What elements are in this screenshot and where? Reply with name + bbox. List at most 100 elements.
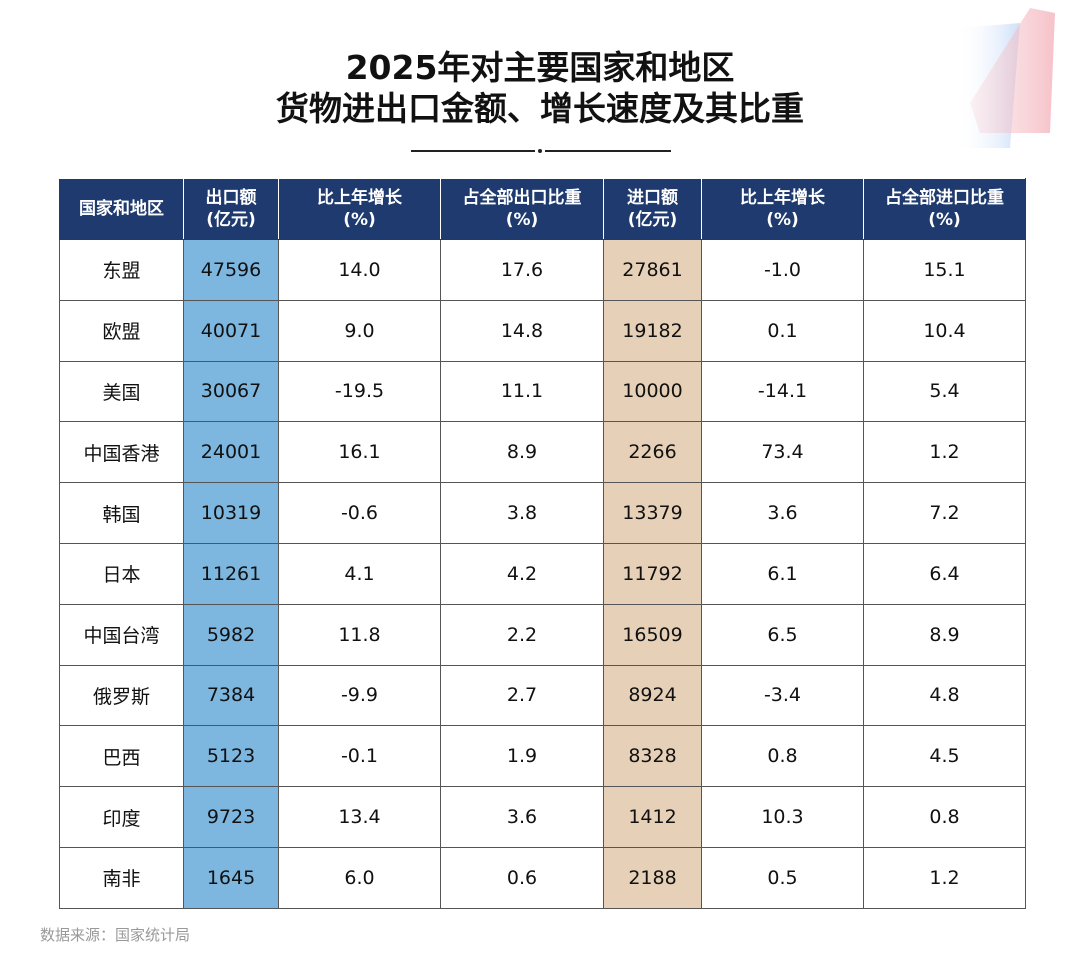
trade-table: 国家和地区 出口额 (亿元) 比上年增长 (%) 占全部出口比重 (%) 进口额 (亿元) 比上年… bbox=[59, 178, 1026, 909]
cell-import-growth: 6.1 bbox=[701, 542, 864, 605]
cell-import-share: 6.4 bbox=[863, 542, 1026, 605]
cell-export-share: 11.1 bbox=[440, 360, 604, 423]
header-label: (亿元) bbox=[206, 210, 256, 230]
cell-export-amount: 40071 bbox=[183, 299, 279, 362]
cell-export-growth: 11.8 bbox=[278, 603, 441, 666]
table-row: 日本 11261 4.1 4.2 11792 6.1 6.4 bbox=[59, 542, 1026, 605]
header-label: (%) bbox=[505, 210, 539, 230]
header-import-share: 占全部进口比重 (%) bbox=[863, 178, 1026, 240]
cell-import-growth: 6.5 bbox=[701, 603, 864, 666]
cell-export-share: 4.2 bbox=[440, 542, 604, 605]
header-label: 占全部出口比重 bbox=[462, 188, 582, 208]
cell-export-amount: 7384 bbox=[183, 664, 279, 727]
cell-import-share: 8.9 bbox=[863, 603, 1026, 666]
header-label: 比上年增长 bbox=[317, 188, 402, 208]
cell-export-growth: -0.6 bbox=[278, 482, 441, 544]
cell-export-share: 3.8 bbox=[440, 482, 604, 544]
header-label: (亿元) bbox=[627, 210, 678, 230]
data-source-note: 数据来源：国家统计局 bbox=[40, 926, 191, 944]
cell-import-growth: -14.1 bbox=[701, 360, 864, 423]
cell-region: 巴西 bbox=[59, 725, 184, 788]
cell-region: 日本 bbox=[59, 542, 184, 605]
cell-export-amount: 30067 bbox=[183, 360, 279, 423]
header-label: 占全部进口比重 bbox=[885, 188, 1004, 208]
cell-import-amount: 11792 bbox=[603, 542, 702, 605]
cell-import-amount: 19182 bbox=[603, 299, 702, 362]
cell-export-share: 2.7 bbox=[440, 664, 604, 727]
table-header-row: 国家和地区 出口额 (亿元) 比上年增长 (%) 占全部出口比重 (%) 进口额 (亿元) 比上年… bbox=[59, 178, 1026, 240]
table-row: 美国 30067 -19.5 11.1 10000 -14.1 5.4 bbox=[59, 360, 1026, 423]
cell-import-growth: 0.1 bbox=[701, 299, 864, 362]
cell-export-share: 3.6 bbox=[440, 786, 604, 848]
cell-import-growth: 0.5 bbox=[701, 846, 864, 909]
header-label: 比上年增长 bbox=[740, 188, 825, 208]
title-divider bbox=[411, 149, 671, 153]
cell-import-amount: 8328 bbox=[603, 725, 702, 788]
cell-export-amount: 5982 bbox=[183, 603, 279, 666]
cell-export-growth: 13.4 bbox=[278, 786, 441, 848]
cell-region: 欧盟 bbox=[59, 299, 184, 362]
cell-region: 中国台湾 bbox=[59, 603, 184, 666]
cell-region: 俄罗斯 bbox=[59, 664, 184, 727]
cell-import-growth: 0.8 bbox=[701, 725, 864, 788]
cell-import-share: 1.2 bbox=[863, 421, 1026, 484]
cell-import-share: 4.8 bbox=[863, 664, 1026, 727]
cell-import-amount: 2188 bbox=[603, 846, 702, 909]
header-region: 国家和地区 bbox=[59, 178, 184, 240]
decorative-ribbon-graphic bbox=[955, 8, 1055, 148]
cell-export-share: 0.6 bbox=[440, 846, 604, 909]
cell-export-growth: 4.1 bbox=[278, 542, 441, 605]
cell-import-share: 0.8 bbox=[863, 786, 1026, 848]
cell-region: 南非 bbox=[59, 846, 184, 909]
cell-region: 印度 bbox=[59, 786, 184, 848]
table-row: 韩国 10319 -0.6 3.8 13379 3.6 7.2 bbox=[59, 482, 1026, 544]
cell-export-share: 2.2 bbox=[440, 603, 604, 666]
cell-import-amount: 16509 bbox=[603, 603, 702, 666]
title-line-2: 货物进出口金额、增长速度及其比重 bbox=[276, 89, 804, 128]
header-import-growth: 比上年增长 (%) bbox=[701, 178, 864, 240]
table-row: 中国香港 24001 16.1 8.9 2266 73.4 1.2 bbox=[59, 421, 1026, 484]
cell-import-amount: 13379 bbox=[603, 482, 702, 544]
cell-export-growth: -9.9 bbox=[278, 664, 441, 727]
cell-import-growth: -3.4 bbox=[701, 664, 864, 727]
cell-export-growth: 16.1 bbox=[278, 421, 441, 484]
cell-export-amount: 11261 bbox=[183, 542, 279, 605]
title-line-1: 2025年对主要国家和地区 bbox=[345, 48, 735, 87]
cell-import-amount: 8924 bbox=[603, 664, 702, 727]
cell-export-growth: -0.1 bbox=[278, 725, 441, 788]
cell-export-growth: 14.0 bbox=[278, 239, 441, 301]
table-row: 巴西 5123 -0.1 1.9 8328 0.8 4.5 bbox=[59, 725, 1026, 788]
cell-export-amount: 47596 bbox=[183, 239, 279, 301]
cell-export-amount: 5123 bbox=[183, 725, 279, 788]
cell-region: 美国 bbox=[59, 360, 184, 423]
header-export-growth: 比上年增长 (%) bbox=[278, 178, 441, 240]
cell-region: 中国香港 bbox=[59, 421, 184, 484]
cell-import-growth: 10.3 bbox=[701, 786, 864, 848]
table-row: 南非 1645 6.0 0.6 2188 0.5 1.2 bbox=[59, 846, 1026, 909]
cell-region: 韩国 bbox=[59, 482, 184, 544]
table-row: 欧盟 40071 9.0 14.8 19182 0.1 10.4 bbox=[59, 299, 1026, 362]
cell-export-share: 14.8 bbox=[440, 299, 604, 362]
cell-import-amount: 2266 bbox=[603, 421, 702, 484]
table-row: 东盟 47596 14.0 17.6 27861 -1.0 15.1 bbox=[59, 239, 1026, 301]
cell-import-amount: 27861 bbox=[603, 239, 702, 301]
cell-export-amount: 9723 bbox=[183, 786, 279, 848]
cell-region: 东盟 bbox=[59, 239, 184, 301]
cell-export-growth: 9.0 bbox=[278, 299, 441, 362]
table-row: 中国台湾 5982 11.8 2.2 16509 6.5 8.9 bbox=[59, 603, 1026, 666]
cell-import-share: 7.2 bbox=[863, 482, 1026, 544]
header-import-amount: 进口额 (亿元) bbox=[603, 178, 702, 240]
cell-import-growth: 3.6 bbox=[701, 482, 864, 544]
header-label: 国家和地区 bbox=[79, 199, 164, 219]
cell-export-amount: 1645 bbox=[183, 846, 279, 909]
header-label: 进口额 bbox=[627, 188, 678, 208]
cell-export-growth: -19.5 bbox=[278, 360, 441, 423]
cell-import-amount: 10000 bbox=[603, 360, 702, 423]
cell-import-amount: 1412 bbox=[603, 786, 702, 848]
header-export-share: 占全部出口比重 (%) bbox=[440, 178, 604, 240]
cell-import-share: 10.4 bbox=[863, 299, 1026, 362]
cell-import-share: 1.2 bbox=[863, 846, 1026, 909]
header-export-amount: 出口额 (亿元) bbox=[183, 178, 279, 240]
cell-import-growth: -1.0 bbox=[701, 239, 864, 301]
cell-export-amount: 10319 bbox=[183, 482, 279, 544]
